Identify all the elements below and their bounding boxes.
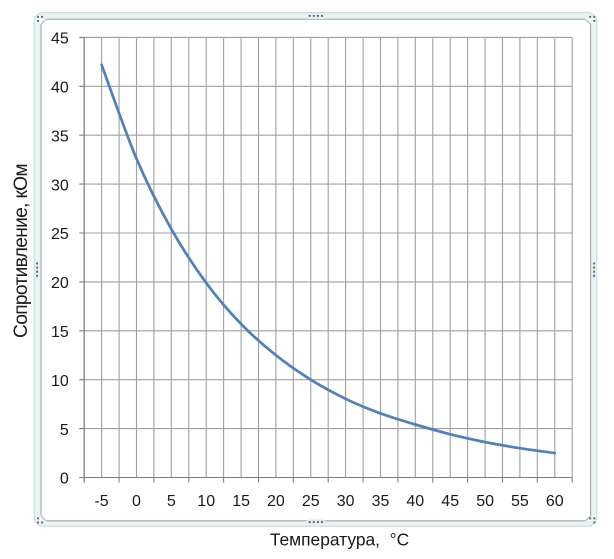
svg-text:45: 45 (441, 493, 459, 510)
svg-text:30: 30 (51, 177, 69, 194)
svg-text:10: 10 (197, 493, 215, 510)
svg-text:40: 40 (51, 80, 69, 97)
svg-text:35: 35 (51, 128, 69, 145)
svg-text:5: 5 (60, 422, 69, 439)
svg-text:15: 15 (51, 324, 69, 341)
svg-text:10: 10 (51, 373, 69, 390)
svg-text:20: 20 (51, 275, 69, 292)
svg-text:Температура, °C: Температура, °C (270, 529, 409, 549)
svg-text:30: 30 (337, 493, 355, 510)
svg-text:5: 5 (167, 493, 176, 510)
svg-text:20: 20 (267, 493, 285, 510)
svg-text:0: 0 (132, 493, 141, 510)
svg-text:25: 25 (51, 226, 69, 243)
svg-text:45: 45 (51, 31, 69, 48)
svg-text:-5: -5 (94, 493, 108, 510)
svg-text:Сопротивление, кОм: Сопротивление, кОм (11, 164, 32, 338)
svg-text:15: 15 (232, 493, 250, 510)
svg-text:0: 0 (60, 471, 69, 488)
svg-text:50: 50 (476, 493, 494, 510)
svg-text:35: 35 (372, 493, 390, 510)
svg-text:25: 25 (302, 493, 320, 510)
svg-text:55: 55 (511, 493, 529, 510)
svg-text:60: 60 (546, 493, 564, 510)
svg-text:40: 40 (406, 493, 424, 510)
